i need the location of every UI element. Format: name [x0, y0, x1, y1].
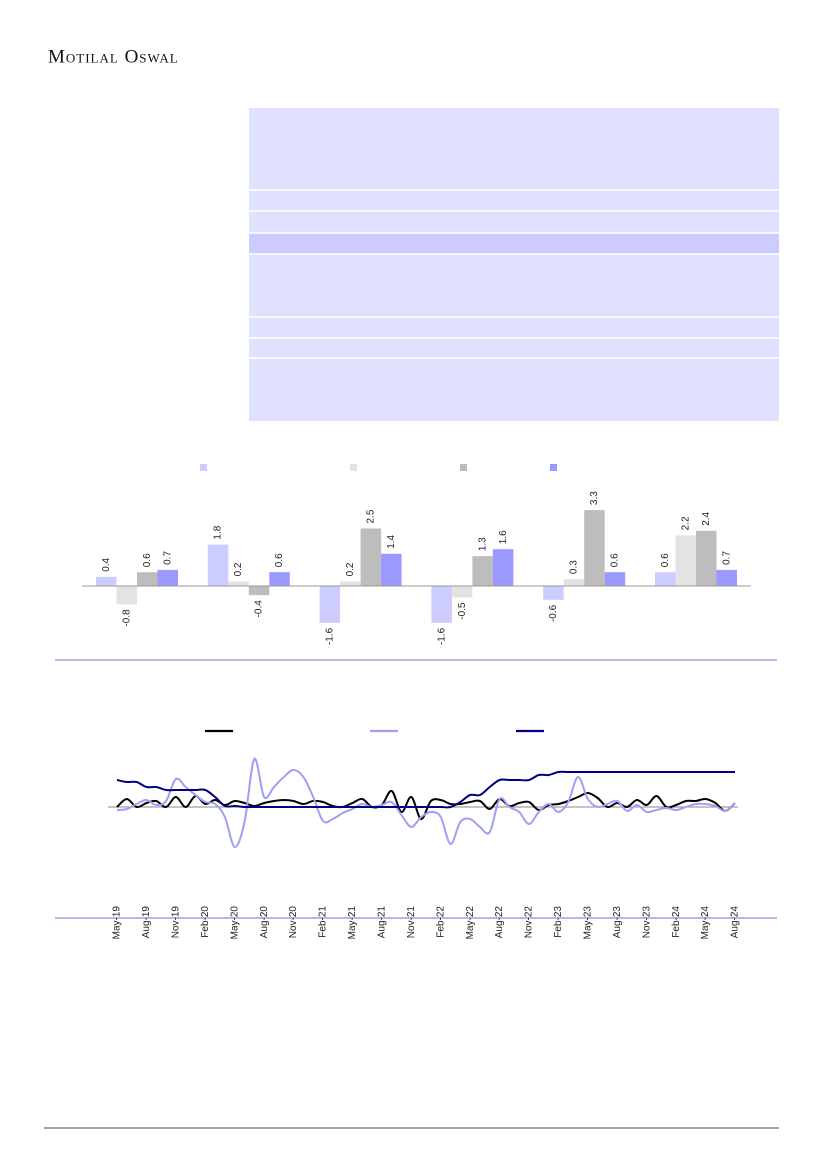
bar [157, 569, 178, 586]
bar [360, 528, 382, 586]
table-bg [249, 108, 779, 421]
bar [96, 576, 117, 586]
data-label: 1.3 [477, 537, 488, 551]
data-label: 0.2 [233, 562, 244, 576]
data-label: 0.6 [274, 553, 285, 567]
bar [451, 586, 473, 598]
data-label: 0.7 [162, 551, 173, 565]
x-tick-label: Aug-24 [730, 906, 741, 939]
data-label: 0.6 [610, 553, 621, 567]
data-label: 0.6 [660, 553, 671, 567]
data-label: 2.4 [701, 511, 712, 525]
bar [340, 581, 361, 586]
bar [675, 535, 696, 586]
legend-swatch [200, 464, 207, 471]
data-label: 0.3 [569, 560, 580, 574]
bar [696, 530, 717, 586]
x-tick-label: Nov-23 [641, 906, 652, 939]
line-series [116, 757, 736, 848]
bar [543, 586, 564, 600]
bar [584, 510, 605, 586]
bar [655, 572, 676, 586]
x-tick-label: Feb-23 [553, 906, 564, 938]
data-label: 2.5 [365, 509, 376, 523]
legend-swatch [350, 464, 357, 471]
bar [228, 581, 249, 586]
x-tick-label: Feb-22 [435, 906, 446, 938]
bar [563, 579, 585, 586]
data-label: 3.3 [589, 491, 600, 505]
x-tick-label: May-20 [229, 906, 240, 940]
data-label: -0.8 [121, 609, 132, 627]
x-tick-label: May-21 [347, 906, 358, 940]
legend-swatch [550, 464, 557, 471]
x-tick-label: May-22 [465, 906, 476, 940]
bar [492, 549, 514, 586]
bar [604, 572, 626, 586]
x-tick-label: Aug-22 [494, 906, 505, 939]
bar [248, 586, 270, 596]
bar [431, 586, 452, 623]
data-label: -1.6 [436, 627, 447, 645]
data-label: 0.2 [345, 562, 356, 576]
x-tick-label: Aug-20 [259, 906, 270, 939]
x-tick-label: Feb-21 [318, 906, 329, 938]
x-tick-label: Nov-20 [288, 906, 299, 939]
bar [472, 556, 493, 586]
line-series [116, 770, 735, 809]
data-label: 2.2 [680, 516, 691, 530]
data-label: 1.8 [213, 525, 224, 539]
x-tick-label: Aug-21 [376, 906, 387, 939]
x-tick-label: Aug-19 [141, 906, 152, 939]
x-tick-label: Aug-23 [612, 906, 623, 939]
x-tick-label: Feb-20 [200, 906, 211, 938]
bar [116, 586, 137, 605]
data-label: -0.5 [457, 602, 468, 620]
bar [716, 569, 737, 586]
data-label: 1.6 [498, 530, 509, 544]
x-tick-label: May-24 [700, 906, 711, 940]
bar [137, 572, 158, 586]
data-label: -1.6 [324, 627, 335, 645]
bar [381, 553, 402, 586]
bar [269, 572, 290, 586]
x-tick-label: Feb-24 [671, 906, 682, 938]
data-label: 0.6 [142, 553, 153, 567]
data-label: -0.6 [548, 604, 559, 622]
x-tick-label: Nov-22 [524, 906, 535, 939]
x-tick-label: Nov-19 [170, 906, 181, 939]
table-block [249, 108, 779, 421]
table-highlight-row [249, 233, 779, 254]
x-tick-label: Nov-21 [406, 906, 417, 939]
data-label: 1.4 [386, 534, 397, 548]
bar [319, 586, 341, 623]
data-label: 0.7 [721, 551, 732, 565]
bar [207, 544, 229, 586]
table-row-lines [249, 189, 779, 359]
x-tick-label: May-19 [112, 906, 123, 940]
data-label: -0.4 [254, 600, 265, 618]
x-tick-label: May-23 [582, 906, 593, 940]
brand-title: Motilal Oswal [48, 46, 179, 67]
legend-swatch [460, 464, 467, 471]
data-label: 0.4 [101, 557, 112, 571]
